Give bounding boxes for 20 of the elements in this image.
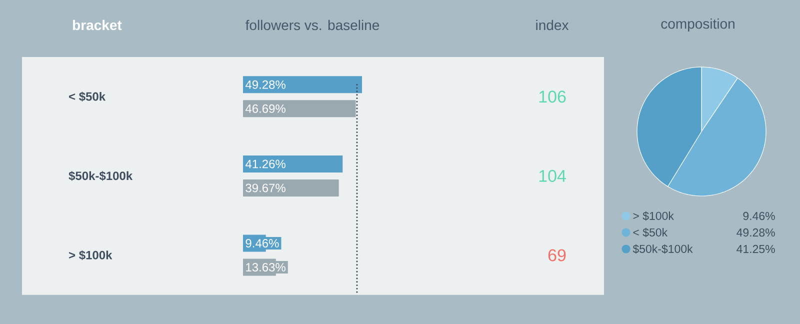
y-axis-title: bracket (73, 20, 122, 30)
y-tick-label: < $50k (69, 92, 106, 102)
data-label: 41.26% (245, 160, 286, 168)
data-label: 49.28% (736, 228, 775, 237)
data-label: 46.69% (245, 104, 286, 113)
text: index (536, 20, 569, 30)
legend-label: < $50k (633, 228, 668, 238)
text: 69 (548, 249, 566, 262)
data-label: 41.25% (736, 244, 775, 254)
data-label: 39.67% (246, 184, 286, 192)
text: 106 (539, 90, 566, 103)
data-label: 9.46% (743, 212, 775, 220)
chart-title: composition (661, 18, 734, 32)
y-tick-label: $50k-$100k (68, 171, 133, 181)
legend-label: $50k-$100k (632, 244, 693, 254)
chart-title: followers vs. baseline (246, 20, 380, 30)
data-label: 49.28% (245, 80, 286, 89)
text: 104 (539, 170, 566, 182)
y-tick-label: > $100k (69, 250, 112, 260)
legend-label: > $100k (633, 211, 674, 221)
